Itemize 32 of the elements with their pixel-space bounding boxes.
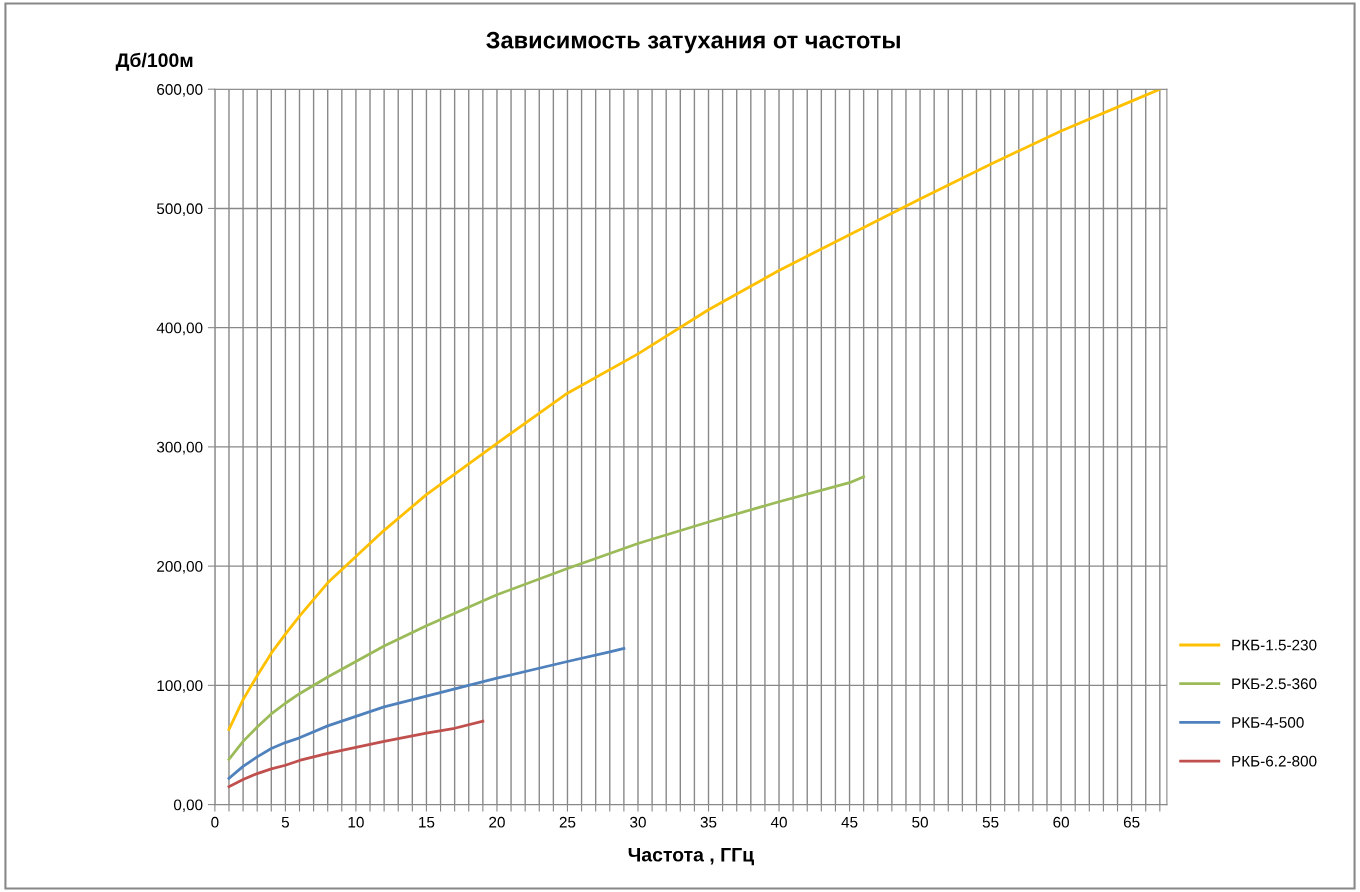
line-series: [227, 647, 626, 780]
line-series: [227, 719, 485, 789]
x-tick-label: 10: [348, 816, 364, 828]
x-tick-label: 45: [841, 816, 858, 828]
y-tick-label: 200,00: [157, 560, 203, 574]
x-tick-label: 35: [700, 816, 717, 828]
x-tick-label: 25: [559, 816, 576, 828]
x-tick-label: 50: [912, 816, 928, 828]
line-series: [227, 89, 1162, 731]
x-tick-label: 15: [419, 816, 435, 828]
x-tick-label: 40: [770, 816, 787, 828]
x-axis-title: Частота , ГГц: [628, 848, 754, 866]
x-tick-label: 0: [211, 816, 219, 828]
y-tick-label: 400,00: [156, 322, 203, 336]
y-tick-label: 0,00: [173, 799, 203, 813]
x-tick-label: 60: [1053, 816, 1069, 828]
y-tick-label: 600,00: [157, 84, 203, 97]
y-tick-label: 300,00: [156, 441, 203, 455]
chart-title: Зависимость затухания от частоты: [486, 31, 900, 54]
legend-label: РКБ-1.5-230: [1232, 639, 1317, 651]
legend-label: РКБ-2.5-360: [1232, 678, 1317, 690]
legend-label: РКБ-4-500: [1232, 717, 1304, 728]
x-tick-label: 30: [630, 816, 646, 828]
x-tick-label: 20: [489, 816, 505, 828]
x-tick-label: 65: [1123, 816, 1140, 828]
y-tick-label: 500,00: [156, 203, 203, 216]
x-tick-label: 5: [281, 816, 290, 828]
line-series: [227, 475, 866, 761]
y-axis-title: Дб/100м: [115, 52, 193, 71]
legend-label: РКБ-6.2-800: [1232, 755, 1317, 767]
x-tick-label: 55: [982, 816, 999, 828]
y-tick-label: 100,00: [157, 680, 203, 693]
